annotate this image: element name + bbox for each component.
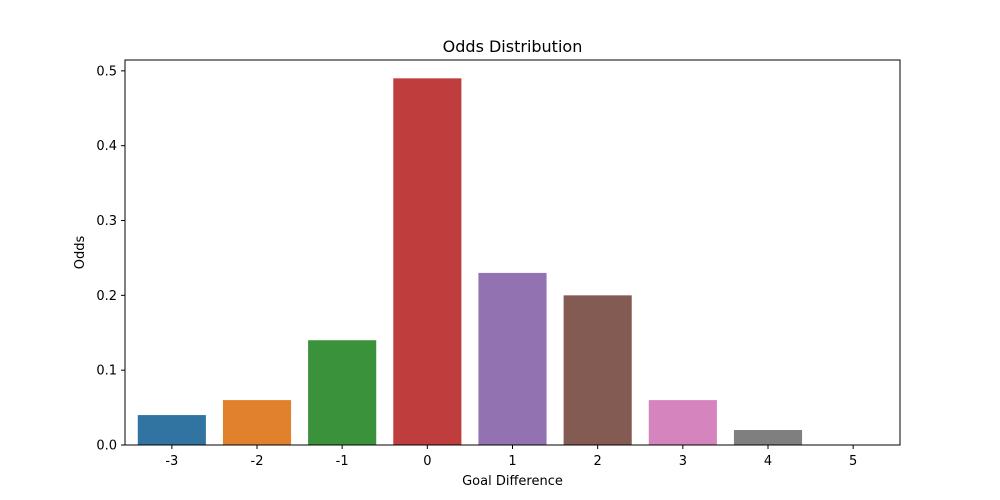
bar-3 [648, 400, 717, 445]
y-tick-label: 0.2 [96, 289, 117, 304]
x-tick-label: 2 [594, 454, 602, 469]
x-axis-label: Goal Difference [462, 474, 563, 489]
x-tick-label: -3 [165, 454, 178, 469]
bar--3 [137, 415, 206, 445]
x-tick-label: -2 [251, 454, 264, 469]
y-tick-label: 0.4 [96, 139, 117, 154]
x-tick-label: 1 [508, 454, 516, 469]
x-tick-label: 4 [764, 454, 772, 469]
x-tick-label: 3 [679, 454, 687, 469]
y-axis-label: Odds [73, 236, 88, 270]
x-tick-label: 5 [849, 454, 857, 469]
bar-1 [478, 272, 547, 445]
y-ticks-group: 0.0 0.1 0.2 0.3 0.4 0.5 [96, 64, 125, 454]
y-tick-label: 0.3 [96, 214, 117, 229]
x-tick-label: -1 [336, 454, 349, 469]
bar-4 [733, 430, 803, 445]
bar--2 [222, 400, 292, 445]
y-tick-label: 0.0 [96, 439, 117, 454]
y-tick-label: 0.5 [96, 64, 117, 79]
bar--1 [308, 340, 377, 445]
bar-2 [563, 295, 632, 445]
chart-title: Odds Distribution [443, 37, 583, 56]
x-tick-label: 0 [423, 454, 431, 469]
x-ticks-group: -3 -2 -1 0 1 2 3 4 5 [165, 445, 857, 469]
bars-group [137, 78, 803, 445]
bar-0 [393, 78, 462, 445]
y-tick-label: 0.1 [96, 364, 117, 379]
axes-frame [124, 59, 901, 446]
